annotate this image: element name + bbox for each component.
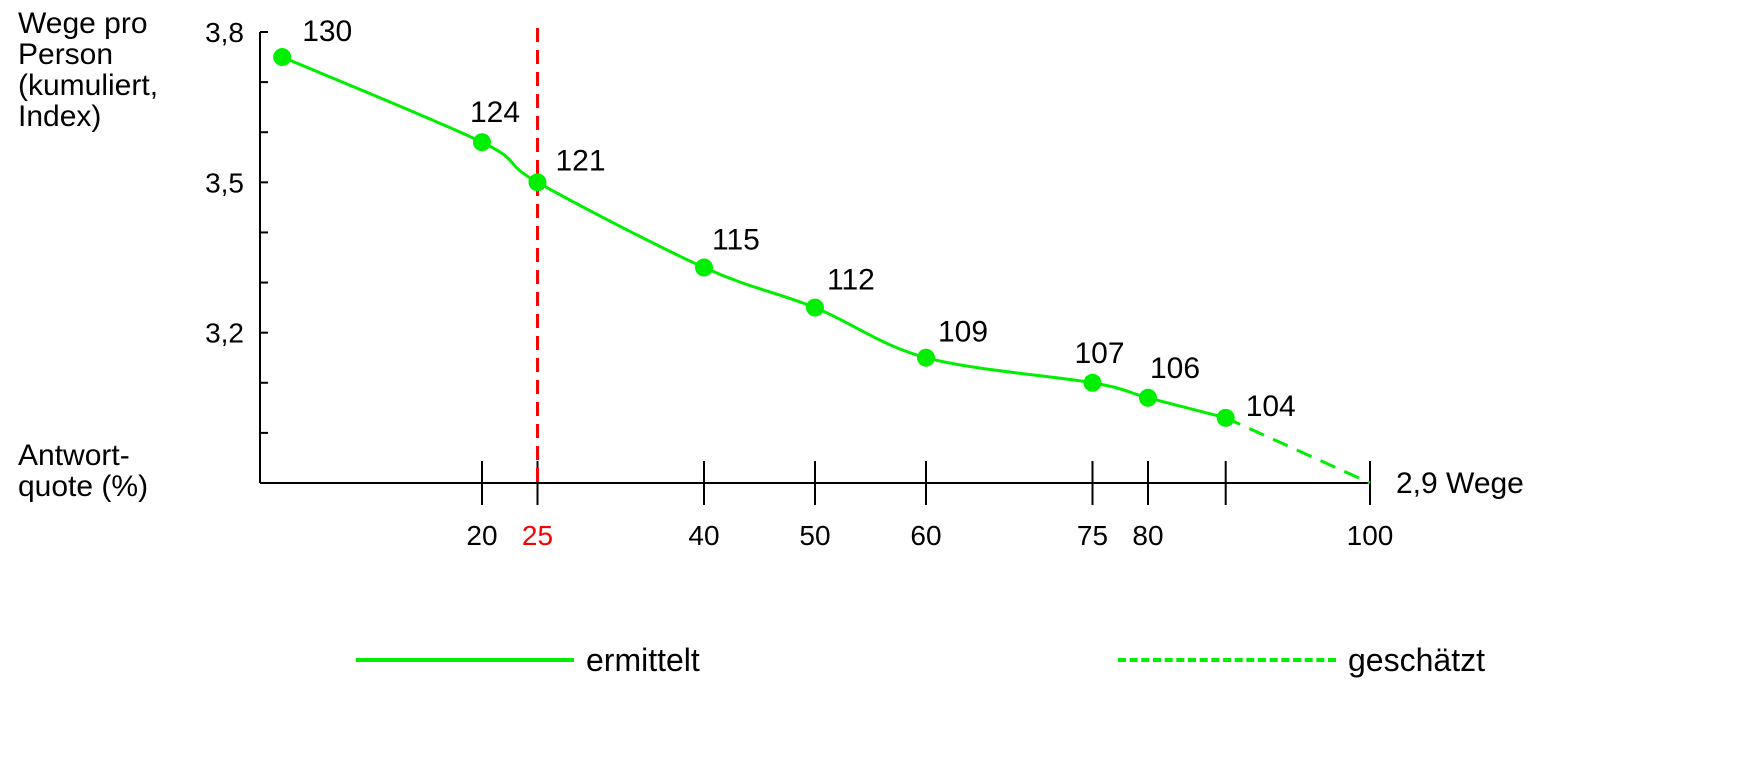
- data-label: 107: [1075, 337, 1125, 370]
- x-tick-label: 100: [1347, 520, 1394, 551]
- x-tick-label: 60: [910, 520, 941, 551]
- x-tick-label: 25: [522, 520, 553, 551]
- y-tick-label: 3,2: [205, 318, 244, 349]
- data-labels: 130 124 121 115 112 109 107 106 104 2,9 Wege: [302, 15, 1524, 500]
- y-tick-label: 3,8: [205, 17, 244, 48]
- data-label: 130: [302, 15, 352, 48]
- x-tick-label: 50: [799, 520, 830, 551]
- series-line-geschaetzt: [1225, 416, 1371, 485]
- data-point: [1139, 388, 1157, 407]
- x-tick-label: 75: [1077, 520, 1108, 551]
- x-tick-label: 40: [688, 520, 719, 551]
- data-label: 109: [938, 316, 988, 349]
- data-point: [473, 133, 491, 152]
- end-annotation: 2,9 Wege: [1396, 467, 1524, 500]
- data-points: [273, 48, 1235, 427]
- x-tick-label: 20: [466, 520, 497, 551]
- data-label: 121: [556, 144, 606, 177]
- data-point: [1083, 373, 1102, 392]
- x-axis-title: Antwort- quote (%): [18, 439, 149, 503]
- y-tick-label: 3,5: [205, 167, 244, 198]
- data-point: [273, 48, 292, 67]
- data-label: 104: [1246, 390, 1296, 423]
- data-label: 124: [470, 96, 520, 129]
- legend-swatch-solid: [356, 658, 574, 662]
- data-point: [528, 173, 547, 192]
- legend-label: geschätzt: [1348, 641, 1485, 678]
- data-point: [806, 298, 824, 317]
- x-tick-label: 80: [1132, 520, 1163, 551]
- data-label: 115: [712, 224, 760, 257]
- legend-swatch-dashed: [1118, 658, 1336, 662]
- legend-item-ermittelt: ermittelt: [356, 640, 700, 680]
- ticks: 3,8 3,5 3,2 20 25 40 50 60 75 80 100: [205, 17, 1393, 551]
- data-label: 106: [1150, 352, 1200, 385]
- data-label: 112: [827, 264, 875, 297]
- data-point: [917, 348, 935, 367]
- series-lines: [281, 28, 1371, 485]
- legend-item-geschaetzt: geschätzt: [1118, 640, 1485, 680]
- axes: [259, 32, 1371, 505]
- data-point: [695, 258, 713, 277]
- legend-label: ermittelt: [586, 641, 700, 678]
- data-point: [1216, 408, 1235, 427]
- y-axis-title: Wege pro Person (kumuliert, Index): [18, 7, 159, 133]
